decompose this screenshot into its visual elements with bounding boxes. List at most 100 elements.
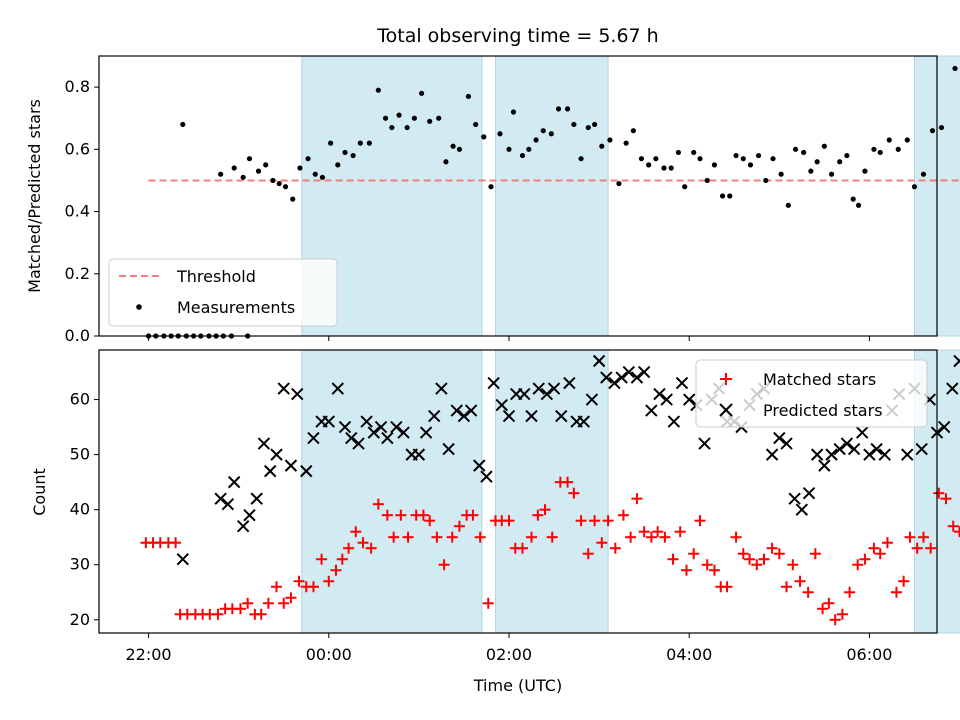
measurement-point bbox=[540, 128, 546, 134]
bottom-y-ticks: 20 30 40 50 60 bbox=[70, 390, 99, 629]
predicted-star-point bbox=[345, 431, 358, 445]
predicted-star-point bbox=[856, 426, 869, 439]
measurement-point bbox=[246, 156, 253, 162]
matched-star-point bbox=[350, 526, 362, 538]
measurement-point bbox=[297, 165, 303, 171]
predicted-star-point bbox=[788, 492, 801, 505]
measurement-point bbox=[585, 124, 591, 131]
predicted-star-point bbox=[227, 475, 241, 489]
predicted-star-point bbox=[555, 409, 568, 423]
measurement-point bbox=[755, 152, 762, 159]
measurement-point bbox=[747, 162, 754, 168]
matched-star-point bbox=[917, 531, 929, 543]
measurement-point bbox=[733, 152, 739, 159]
measurement-point bbox=[548, 131, 554, 137]
predicted-star-point bbox=[818, 459, 831, 472]
top-y-axis-label: Matched/Predicted stars bbox=[25, 99, 44, 293]
matched-star-point bbox=[708, 564, 720, 576]
predicted-star-point bbox=[810, 448, 824, 461]
predicted-star-point bbox=[532, 382, 545, 395]
matched-star-points bbox=[140, 476, 960, 626]
matched-star-point bbox=[526, 531, 538, 543]
y-tick-label: 60 bbox=[70, 390, 90, 409]
predicted-star-point bbox=[214, 492, 227, 505]
predicted-legend-label: Predicted stars bbox=[763, 401, 883, 420]
measurement-point bbox=[357, 140, 363, 146]
measurement-point bbox=[327, 140, 334, 146]
measurement-point bbox=[911, 184, 918, 190]
top-axes-frame bbox=[98, 55, 938, 337]
y-tick-label: 20 bbox=[70, 610, 90, 629]
predicted-star-point bbox=[502, 409, 516, 423]
matched-star-point bbox=[431, 531, 443, 543]
matched-star-point bbox=[802, 586, 814, 598]
measurement-point bbox=[952, 65, 958, 72]
matched-star-point bbox=[781, 581, 793, 593]
measurement-point bbox=[821, 143, 827, 149]
matched-star-point bbox=[446, 531, 458, 543]
measurement-point bbox=[427, 118, 433, 124]
matched-star-point bbox=[562, 476, 574, 488]
predicted-star-point bbox=[277, 382, 290, 395]
predicted-star-point bbox=[367, 426, 381, 439]
y-tick-label: 0.8 bbox=[65, 77, 90, 96]
matched-star-point bbox=[652, 526, 664, 538]
predicted-star-point bbox=[825, 448, 838, 461]
matched-star-point bbox=[688, 548, 700, 560]
x-tick-label: 00:00 bbox=[306, 645, 352, 664]
matched-star-point bbox=[234, 603, 246, 615]
matched-star-point bbox=[602, 515, 614, 527]
measurement-point bbox=[578, 156, 584, 162]
predicted-star-point bbox=[615, 371, 628, 384]
predicted-star-point bbox=[518, 387, 531, 401]
x-tick-label: 06:00 bbox=[846, 645, 892, 664]
matched-star-point bbox=[575, 515, 587, 527]
predicted-star-point bbox=[176, 553, 190, 566]
predicted-star-point bbox=[870, 442, 883, 456]
predicted-star-point bbox=[630, 371, 644, 384]
predicted-star-point bbox=[938, 420, 951, 434]
x-axis-label: Time (UTC) bbox=[473, 676, 562, 695]
predicted-star-point bbox=[863, 448, 876, 461]
measurement-point bbox=[276, 180, 282, 187]
matched-star-point bbox=[285, 592, 297, 604]
predicted-star-point bbox=[915, 442, 928, 456]
measurement-point bbox=[335, 162, 341, 168]
measurement-point bbox=[792, 146, 799, 152]
predicted-star-point bbox=[667, 415, 681, 428]
observing-window bbox=[301, 349, 483, 634]
measurement-point bbox=[270, 177, 276, 184]
x-tick-label: 02:00 bbox=[486, 645, 532, 664]
measurement-point bbox=[814, 159, 820, 165]
matched-legend-swatch bbox=[720, 373, 732, 385]
matched-star-point bbox=[503, 515, 515, 527]
matched-star-point bbox=[925, 542, 937, 554]
measurement-point bbox=[938, 124, 945, 131]
y-tick-label: 50 bbox=[70, 445, 90, 464]
predicted-star-point bbox=[878, 448, 891, 461]
measurement-point bbox=[862, 168, 868, 174]
matched-star-point bbox=[417, 509, 429, 521]
measurement-point bbox=[290, 196, 296, 202]
matched-star-point bbox=[271, 581, 283, 593]
top-observing-windows bbox=[301, 55, 960, 337]
measurement-point bbox=[675, 149, 681, 156]
predicted-star-point bbox=[795, 503, 809, 516]
measurement-point bbox=[497, 131, 503, 137]
matched-star-point bbox=[395, 509, 407, 521]
measurement-point bbox=[895, 146, 901, 152]
measurement-point bbox=[456, 146, 463, 152]
measurement-point bbox=[653, 156, 659, 162]
predicted-star-point bbox=[397, 426, 410, 439]
x-tick-label: 04:00 bbox=[666, 645, 712, 664]
predicted-star-point bbox=[263, 464, 277, 478]
measurement-point bbox=[263, 162, 269, 168]
matched-star-point bbox=[255, 608, 267, 620]
matched-star-point bbox=[242, 597, 254, 609]
predicted-star-point bbox=[322, 415, 335, 428]
measurement-point bbox=[711, 162, 718, 168]
measurement-point bbox=[871, 146, 877, 152]
measurement-point bbox=[411, 115, 417, 121]
